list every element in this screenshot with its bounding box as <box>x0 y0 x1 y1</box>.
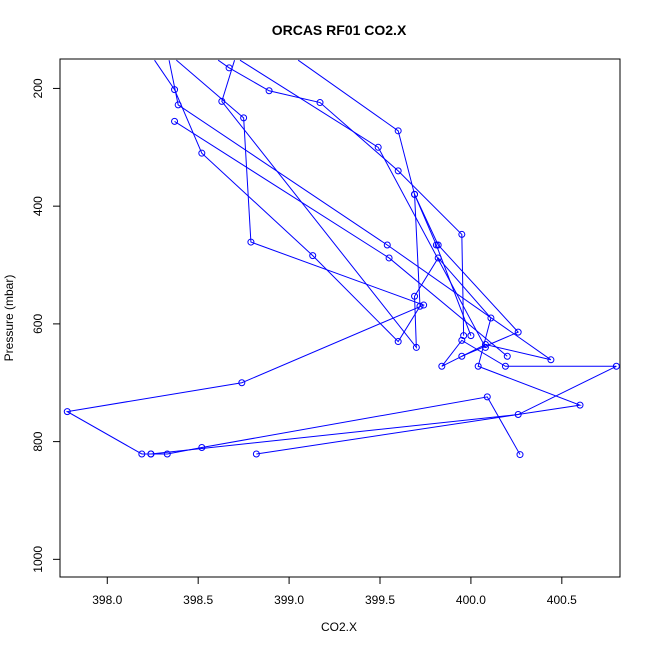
series-line-6 <box>239 59 486 348</box>
x-tick-label: 400.0 <box>456 593 486 607</box>
data-point <box>383 241 391 249</box>
x-tick-label: 399.5 <box>365 593 395 607</box>
data-point <box>171 117 179 125</box>
data-point <box>458 230 466 238</box>
data-point <box>252 450 260 458</box>
series-line-3 <box>150 60 617 455</box>
data-point <box>460 332 468 340</box>
series-line-4 <box>221 60 582 455</box>
data-point <box>420 301 428 309</box>
data-point <box>467 332 475 340</box>
y-tick-label: 400 <box>31 196 45 216</box>
data-point <box>411 292 419 300</box>
data-point <box>225 64 233 72</box>
data-point <box>374 143 382 151</box>
data-point <box>198 444 206 451</box>
data-point <box>385 254 393 262</box>
x-axis-label: CO2.X <box>321 620 357 634</box>
data-point <box>481 340 489 348</box>
data-point <box>265 87 273 95</box>
data-point <box>514 328 522 336</box>
data-point <box>63 408 71 416</box>
x-tick-label: 398.5 <box>183 593 213 607</box>
data-point <box>487 314 495 322</box>
series-line-2 <box>154 59 520 357</box>
data-point <box>501 362 509 370</box>
x-tick-label: 398.0 <box>92 593 122 607</box>
data-point <box>394 127 402 135</box>
y-tick-label: 200 <box>31 78 45 98</box>
y-axis-label: Pressure (mbar) <box>2 275 16 362</box>
data-point <box>412 343 420 351</box>
x-axis: 398.0 398.5 399.0 399.5 400.0 400.5 <box>92 577 577 607</box>
data-point <box>612 362 620 370</box>
data-point <box>474 362 482 370</box>
x-tick-label: 399.0 <box>274 593 304 607</box>
y-tick-label: 600 <box>31 314 45 334</box>
data-point <box>238 379 246 387</box>
data-point <box>218 97 226 105</box>
series-line-5 <box>297 59 472 336</box>
y-tick-label: 800 <box>31 431 45 451</box>
data-point <box>483 393 491 401</box>
plot-frame <box>59 58 621 578</box>
x-tick-label: 400.5 <box>547 593 577 607</box>
data-point <box>438 362 446 370</box>
data-point <box>147 450 155 458</box>
y-tick-label: 1000 <box>31 546 45 573</box>
data-point <box>394 338 402 346</box>
series-line-8 <box>174 120 508 357</box>
series-layer <box>63 59 620 459</box>
y-axis: 200 400 600 800 1000 <box>31 78 60 573</box>
data-point <box>247 238 255 246</box>
data-point <box>458 352 466 360</box>
data-point <box>434 241 442 249</box>
data-point <box>432 241 440 249</box>
series-line-1 <box>65 59 521 455</box>
data-point <box>434 254 442 262</box>
data-point <box>516 451 524 459</box>
data-point <box>411 190 419 198</box>
data-point <box>309 252 317 260</box>
series-line-7 <box>217 59 465 336</box>
data-point <box>240 114 248 122</box>
data-point <box>416 302 424 310</box>
data-point <box>514 411 522 419</box>
data-point <box>171 86 179 94</box>
data-point <box>163 450 171 458</box>
data-point <box>316 99 324 107</box>
data-point <box>198 149 206 157</box>
chart-title: ORCAS RF01 CO2.X <box>272 22 407 38</box>
data-point <box>481 343 489 351</box>
data-point <box>138 450 146 458</box>
data-point <box>394 167 402 175</box>
data-point <box>576 401 584 409</box>
data-point <box>547 356 555 364</box>
data-point <box>458 336 466 344</box>
data-point <box>174 101 182 109</box>
data-point <box>503 352 511 360</box>
